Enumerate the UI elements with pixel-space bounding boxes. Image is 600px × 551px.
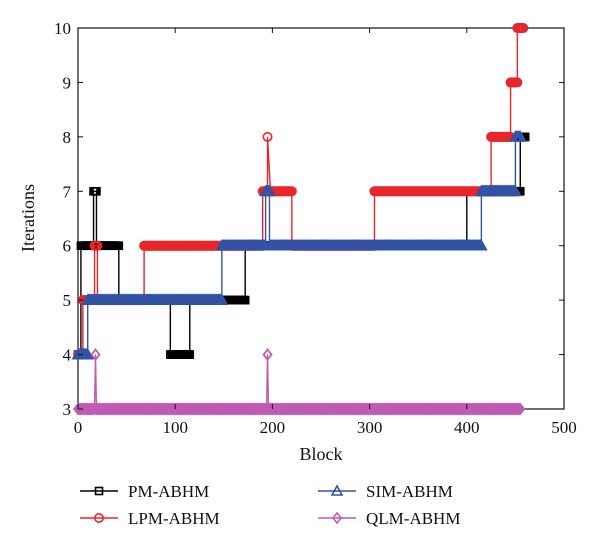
y-tick-label: 4	[63, 346, 72, 365]
series-markers	[71, 130, 527, 360]
x-tick-label: 100	[162, 418, 188, 437]
legend-marker	[94, 512, 105, 523]
x-tick-label: 500	[551, 418, 577, 437]
legend: PM-ABHM SIM-ABHM LPM-ABHM QLM-ABHM	[80, 482, 460, 528]
series-LPM-ABHM	[73, 22, 529, 360]
peak-point	[90, 348, 101, 361]
legend-label: QLM-ABHM	[366, 509, 460, 528]
data-point	[286, 186, 297, 197]
legend-item-PM-ABHM: PM-ABHM	[80, 482, 209, 501]
legend-item-SIM-ABHM: SIM-ABHM	[318, 482, 453, 501]
x-tick-label: 300	[357, 418, 383, 437]
legend-marker	[331, 511, 343, 525]
data-point	[512, 77, 523, 88]
y-tick-label: 3	[63, 400, 72, 419]
data-point	[263, 184, 276, 197]
y-tick-label: 6	[63, 237, 72, 256]
x-axis-label: Block	[300, 444, 343, 464]
series-SIM-ABHM	[71, 130, 527, 360]
data-point	[509, 184, 522, 197]
data-point	[215, 293, 229, 305]
y-axis-label: Iterations	[18, 184, 38, 252]
legend-marker	[330, 484, 344, 496]
data-point	[515, 402, 526, 416]
y-tick-label: 10	[54, 19, 71, 38]
series-markers	[73, 22, 529, 360]
data-point	[185, 350, 195, 359]
data-point	[92, 240, 103, 251]
plot-frame	[77, 27, 565, 410]
tick-layer: 0 100 200 300 400 500 3 4 5 6 7 8 9 10	[54, 19, 577, 437]
series-layer	[71, 22, 530, 416]
x-tick-label: 200	[260, 418, 286, 437]
data-point	[92, 186, 101, 196]
peak-point	[262, 348, 273, 361]
series-markers	[72, 348, 526, 416]
x-tick-label: 0	[74, 418, 83, 437]
y-tick-label: 9	[63, 73, 72, 92]
data-point	[240, 295, 250, 305]
data-point	[114, 241, 124, 251]
data-point	[475, 239, 488, 251]
legend-label: LPM-ABHM	[128, 509, 220, 528]
peak-point	[262, 131, 273, 142]
data-point	[513, 130, 527, 142]
legend-label: SIM-ABHM	[366, 482, 453, 501]
legend-label: PM-ABHM	[128, 482, 209, 501]
y-tick-label: 7	[63, 182, 72, 201]
y-tick-label: 5	[63, 291, 72, 310]
series-line	[78, 354, 521, 410]
legend-item-LPM-ABHM: LPM-ABHM	[80, 509, 220, 528]
x-tick-label: 400	[454, 418, 480, 437]
legend-marker	[94, 486, 104, 496]
series-QLM-ABHM	[72, 348, 526, 416]
legend-item-QLM-ABHM: QLM-ABHM	[318, 509, 460, 528]
data-point	[518, 22, 529, 33]
data-point	[81, 347, 95, 360]
y-tick-label: 8	[63, 128, 72, 147]
